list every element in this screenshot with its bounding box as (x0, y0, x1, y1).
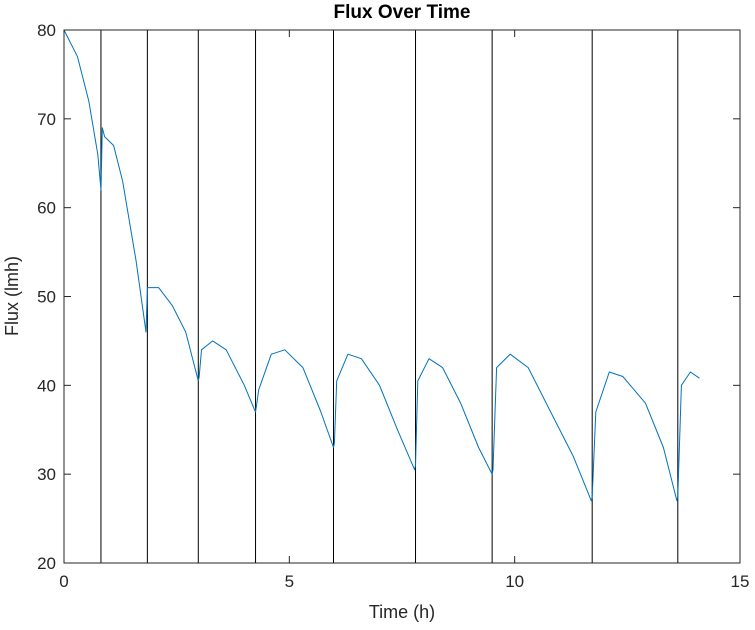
ticks-layer: 0 5 10 15 20 30 40 50 60 70 80 (37, 21, 749, 591)
y-axis-label: Flux (lmh) (2, 256, 22, 336)
y-tick-label: 20 (37, 554, 56, 573)
x-tick-label: 15 (731, 572, 750, 591)
chart-title: Flux Over Time (334, 2, 471, 23)
y-tick-label: 60 (37, 199, 56, 218)
x-tick-label: 10 (505, 572, 524, 591)
x-tick-label: 5 (285, 572, 294, 591)
y-tick-label: 70 (37, 110, 56, 129)
x-tick-label: 0 (59, 572, 68, 591)
plot-area (64, 30, 740, 563)
y-tick-label: 40 (37, 376, 56, 395)
x-axis-label: Time (h) (369, 602, 435, 622)
y-tick-label: 30 (37, 465, 56, 484)
y-tick-label: 80 (37, 21, 56, 40)
flux-series-line (63, 29, 700, 502)
series-layer (63, 29, 700, 502)
y-tick-label: 50 (37, 288, 56, 307)
